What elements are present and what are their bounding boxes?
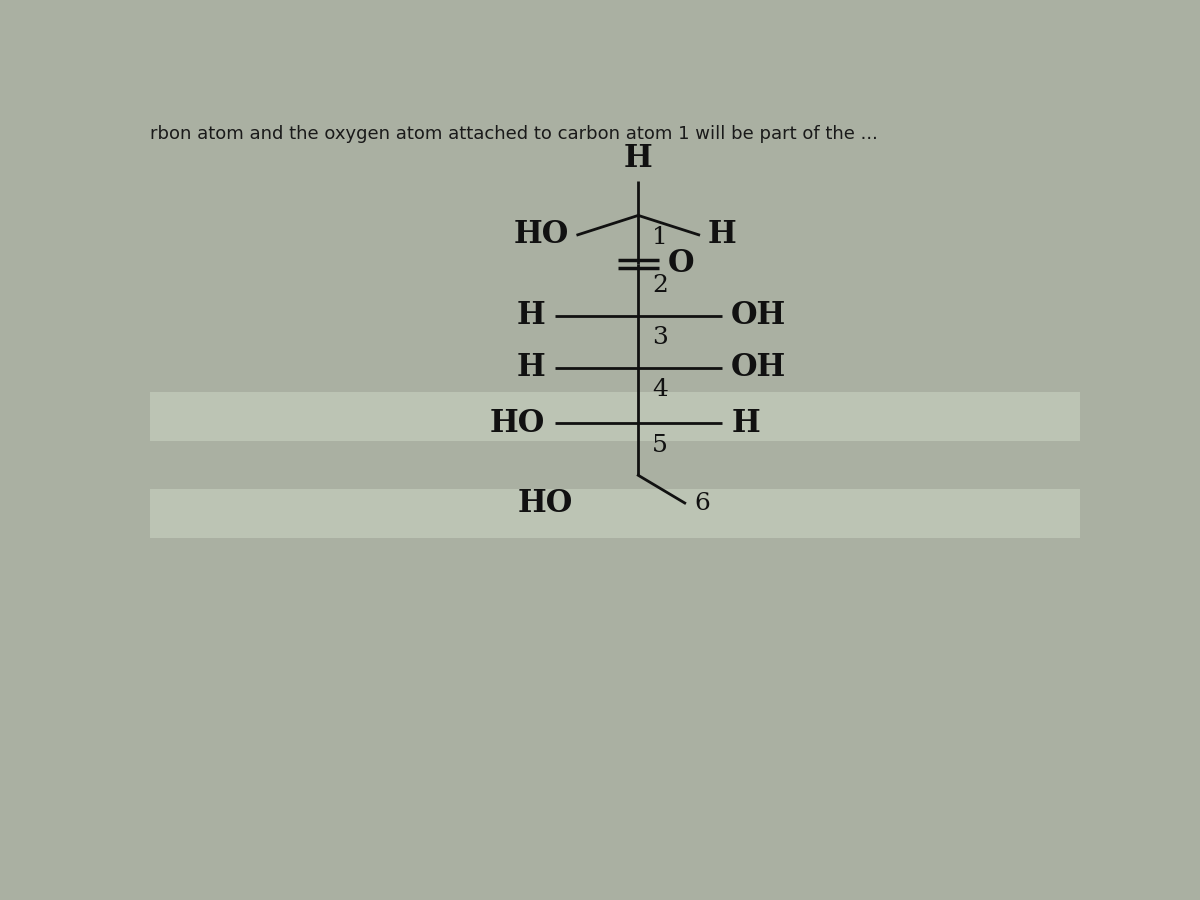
Text: H: H (516, 353, 545, 383)
Text: 4: 4 (653, 378, 668, 401)
Text: H: H (708, 220, 737, 250)
Text: 1: 1 (653, 226, 668, 248)
Text: OH: OH (731, 301, 786, 331)
Text: HO: HO (518, 488, 574, 518)
Text: H: H (516, 301, 545, 331)
Text: rbon atom and the oxygen atom attached to carbon atom 1 will be part of the ...: rbon atom and the oxygen atom attached t… (150, 125, 878, 143)
Bar (150, 490, 1080, 537)
Text: HO: HO (490, 408, 545, 439)
Text: 2: 2 (653, 274, 668, 297)
Text: H: H (624, 143, 653, 174)
Text: HO: HO (514, 220, 569, 250)
Text: 3: 3 (653, 327, 668, 349)
Text: O: O (668, 248, 695, 279)
Text: H: H (731, 408, 760, 439)
Text: OH: OH (731, 353, 786, 383)
Text: 5: 5 (653, 434, 668, 456)
Text: 6: 6 (694, 491, 710, 515)
Bar (150, 392, 1080, 441)
